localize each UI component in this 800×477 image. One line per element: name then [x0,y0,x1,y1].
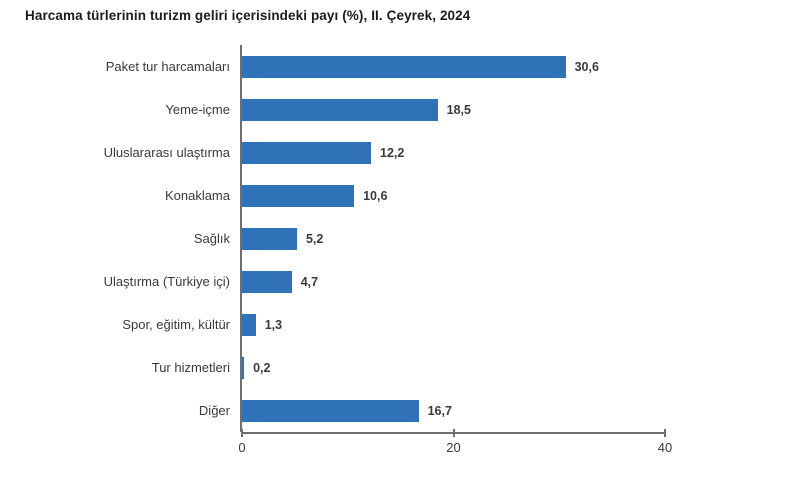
bar-track: 5,2 [242,217,665,260]
bar [242,313,256,336]
value-label: 4,7 [300,274,319,289]
bar-track: 0,2 [242,346,665,389]
x-axis: 0 20 40 [238,429,672,474]
bar [242,141,371,164]
value-label: 18,5 [446,102,471,117]
category-label: Ulaştırma (Türkiye içi) [103,274,230,289]
category-label: Spor, eğitim, kültür [122,317,230,332]
value-label: 10,6 [363,188,388,203]
y-axis-line [240,45,242,432]
category-label: Uluslararası ulaştırma [103,145,230,160]
category-label: Diğer [198,403,230,418]
chart-title: Harcama türlerinin turizm geliri içerisi… [25,8,471,23]
value-label: 12,2 [380,145,405,160]
chart-row: Konaklama 10,6 [0,174,800,217]
chart-row: Diğer 16,7 [0,389,800,432]
bars-container: Paket tur harcamaları 30,6 Yeme-içme 18,5 Ul… [0,45,800,432]
chart-row: Uluslararası ulaştırma 12,2 [0,131,800,174]
value-label: 16,7 [427,403,452,418]
bar-track: 10,6 [242,174,665,217]
category-label: Konaklama [164,188,230,203]
category-label: Tur hizmetleri [151,360,230,375]
value-label: 1,3 [264,317,283,332]
bar-track: 18,5 [242,88,665,131]
x-axis-tick [664,429,666,437]
value-label: 30,6 [574,59,599,74]
bar [242,227,297,250]
bar [242,184,355,207]
bar-track: 30,6 [242,45,665,88]
bar [242,55,566,78]
chart-row: Paket tur harcamaları 30,6 [0,45,800,88]
category-label: Yeme-içme [165,102,230,117]
bar [242,356,245,379]
chart-row: Tur hizmetleri 0,2 [0,346,800,389]
bar-track: 12,2 [242,131,665,174]
value-label: 5,2 [305,231,324,246]
bar [242,98,438,121]
chart-row: Ulaştırma (Türkiye içi) 4,7 [0,260,800,303]
bar [242,270,292,293]
x-axis-tick-label: 0 [238,440,246,455]
chart-row: Spor, eğitim, kültür 1,3 [0,303,800,346]
bar-track: 1,3 [242,303,665,346]
x-axis-tick [241,429,243,437]
chart-row: Sağlık 5,2 [0,217,800,260]
x-axis-tick-label: 40 [657,440,673,455]
category-label: Sağlık [193,231,230,246]
plot-area: Paket tur harcamaları 30,6 Yeme-içme 18,5 Ul… [0,45,800,474]
category-label: Paket tur harcamaları [105,59,230,74]
x-axis-tick-label: 20 [446,440,461,455]
chart-row: Yeme-içme 18,5 [0,88,800,131]
bar [242,399,419,422]
bar-track: 16,7 [242,389,665,432]
bar-track: 4,7 [242,260,665,303]
x-axis-tick [452,429,455,437]
value-label: 0,2 [253,360,271,375]
